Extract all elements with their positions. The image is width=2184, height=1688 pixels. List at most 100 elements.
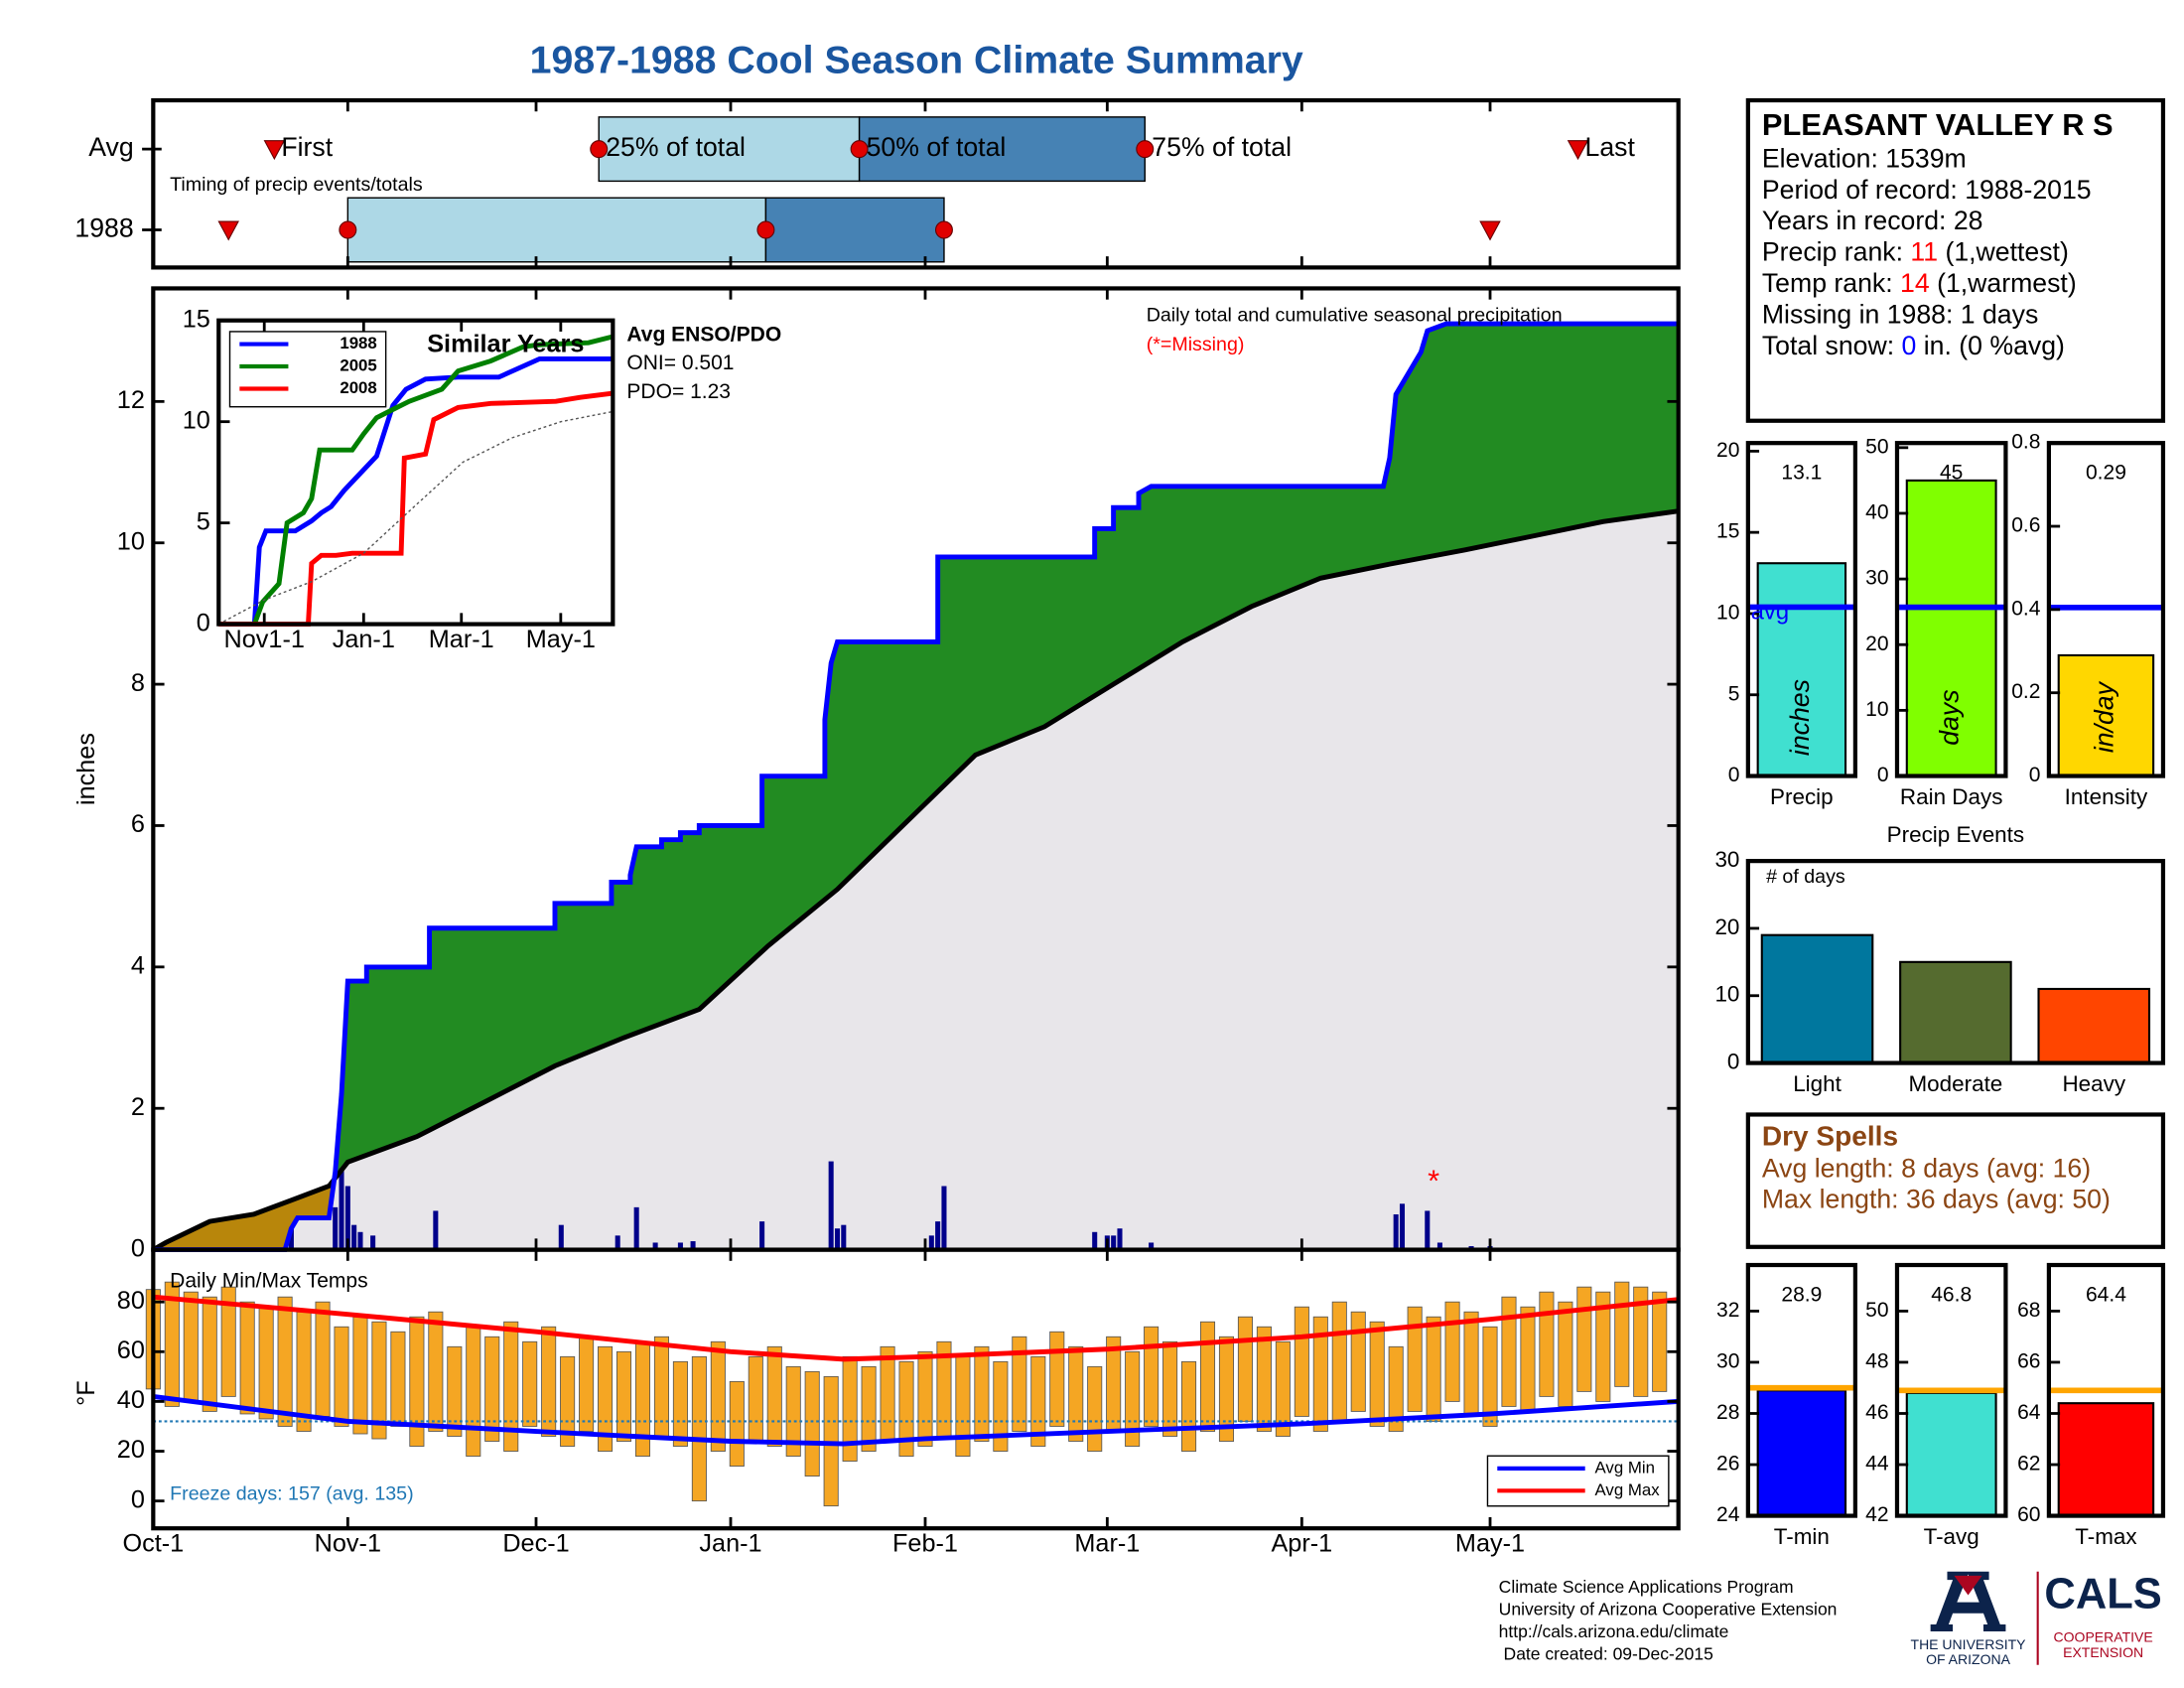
temp-bar <box>1312 1316 1328 1432</box>
marker-label: 25% of total <box>606 132 746 162</box>
temp-bar <box>1294 1306 1309 1417</box>
temp-bar <box>560 1355 576 1447</box>
bar <box>1756 1389 1847 1517</box>
daily-bar <box>370 1235 376 1250</box>
average-line <box>217 410 614 626</box>
daily-bar <box>1117 1228 1123 1250</box>
temp-bar <box>239 1301 255 1415</box>
marker-label: First <box>281 132 333 162</box>
x-tick-label: Apr-1 <box>1271 1530 1332 1558</box>
temp-bar <box>1558 1301 1573 1407</box>
category-label: Rain Days <box>1900 784 2002 809</box>
temp-bar <box>1218 1336 1235 1442</box>
value-label: 45 <box>1940 462 1963 485</box>
series-line <box>218 355 614 628</box>
y-tick-label: 12 <box>117 386 145 414</box>
value-label: 64.4 <box>2086 1283 2126 1306</box>
daily-bar <box>759 1221 765 1250</box>
legend-box <box>1486 1455 1670 1507</box>
category-label: T-min <box>1774 1524 1830 1549</box>
temp-bar <box>371 1321 387 1440</box>
temp-bar <box>1049 1331 1065 1427</box>
temp-bar <box>522 1340 538 1427</box>
station-text: 0 <box>1902 331 1917 360</box>
row-label: 1988 <box>74 213 133 243</box>
daily-bar <box>357 1231 363 1250</box>
legend-label: Avg Max <box>1595 1480 1661 1499</box>
dry-spells-line: Avg length: 8 days (avg: 16) <box>1762 1154 2091 1184</box>
event-marker <box>263 140 286 161</box>
station-line: Years in record: 28 <box>1762 206 1983 235</box>
axes-frame <box>216 318 615 627</box>
total-marker <box>590 140 609 159</box>
temp-bar <box>258 1306 274 1420</box>
y-tick-label: 68 <box>2017 1299 2040 1322</box>
axes-frame <box>1745 97 2166 423</box>
y-tick-label: 0 <box>1728 764 1740 786</box>
daily-bar <box>935 1221 941 1250</box>
total-marker <box>934 220 953 239</box>
bar <box>1760 933 1874 1064</box>
daily-bar <box>1092 1231 1098 1250</box>
station-text: Period of record: 1988-2015 <box>1762 175 2092 205</box>
y-tick-label: 5 <box>1728 682 1740 705</box>
y-tick-label: 0.6 <box>2011 514 2040 537</box>
missing-note: (*=Missing) <box>1147 334 1245 355</box>
station-text: in. (0 %avg) <box>1916 331 2065 360</box>
value-label: 0.29 <box>2086 462 2126 485</box>
legend-label: 1988 <box>340 334 376 352</box>
temp-bar <box>409 1316 425 1447</box>
annotation: Daily total and cumulative seasonal prec… <box>1147 305 1563 327</box>
dry-spells-line: Max length: 36 days (avg: 50) <box>1762 1185 2111 1214</box>
x-tick-label: May-1 <box>526 626 596 653</box>
unit-label: in/day <box>2089 680 2118 753</box>
daily-bar <box>928 1235 934 1250</box>
temp-bar <box>1237 1316 1253 1422</box>
y-tick-label: 0 <box>197 609 210 636</box>
temp-bar <box>1501 1296 1517 1407</box>
y-tick-label: 30 <box>1716 1350 1739 1373</box>
y-tick-label: 0 <box>131 1485 145 1513</box>
temp-bar <box>1633 1286 1649 1397</box>
box-low <box>346 197 767 263</box>
temp-bar <box>164 1281 180 1407</box>
daily-bar <box>1111 1235 1117 1250</box>
value-label: 13.1 <box>1781 462 1822 485</box>
category-label: Intensity <box>2065 784 2148 809</box>
y-tick-label: 40 <box>117 1386 145 1414</box>
temp-bar <box>672 1360 688 1447</box>
station-line: Period of record: 1988-2015 <box>1762 175 2092 205</box>
temp-bar <box>1539 1291 1555 1397</box>
y-axis-label: °F <box>72 1380 100 1406</box>
y-tick-label: 0.4 <box>2011 597 2041 620</box>
daily-bar <box>333 1206 339 1250</box>
x-tick-label: Nov1-1 <box>224 626 305 653</box>
temp-bar <box>202 1296 217 1412</box>
daily-bar <box>941 1186 947 1250</box>
average-line <box>153 1294 1679 1362</box>
y-tick-label: 15 <box>1716 520 1739 543</box>
temp-bar <box>1030 1355 1046 1447</box>
temp-bar <box>484 1336 500 1442</box>
temp-bar <box>1444 1301 1460 1402</box>
marker-label: Last <box>1585 132 1636 162</box>
axes-frame <box>1745 441 1857 778</box>
temp-bar <box>861 1365 877 1452</box>
station-text: 11 <box>1910 237 1938 267</box>
temp-bar <box>1595 1291 1611 1402</box>
y-tick-label: 44 <box>1865 1453 1889 1476</box>
station-text: Elevation: 1539m <box>1762 143 1967 173</box>
y-tick-label: 20 <box>1716 439 1739 462</box>
temp-bar <box>691 1355 707 1502</box>
axes-frame <box>1745 1262 1857 1518</box>
temp-bar <box>1520 1306 1536 1412</box>
x-tick-label: Heavy <box>2062 1071 2125 1096</box>
bar <box>1899 960 2012 1064</box>
temp-bar <box>993 1360 1009 1452</box>
y-tick-label: 10 <box>1865 698 1888 721</box>
marker-label: 50% of total <box>867 132 1007 162</box>
average-line <box>152 508 1680 1252</box>
temp-bar <box>220 1286 236 1397</box>
daily-bar <box>344 1186 350 1250</box>
x-tick-label: May-1 <box>1455 1530 1525 1558</box>
